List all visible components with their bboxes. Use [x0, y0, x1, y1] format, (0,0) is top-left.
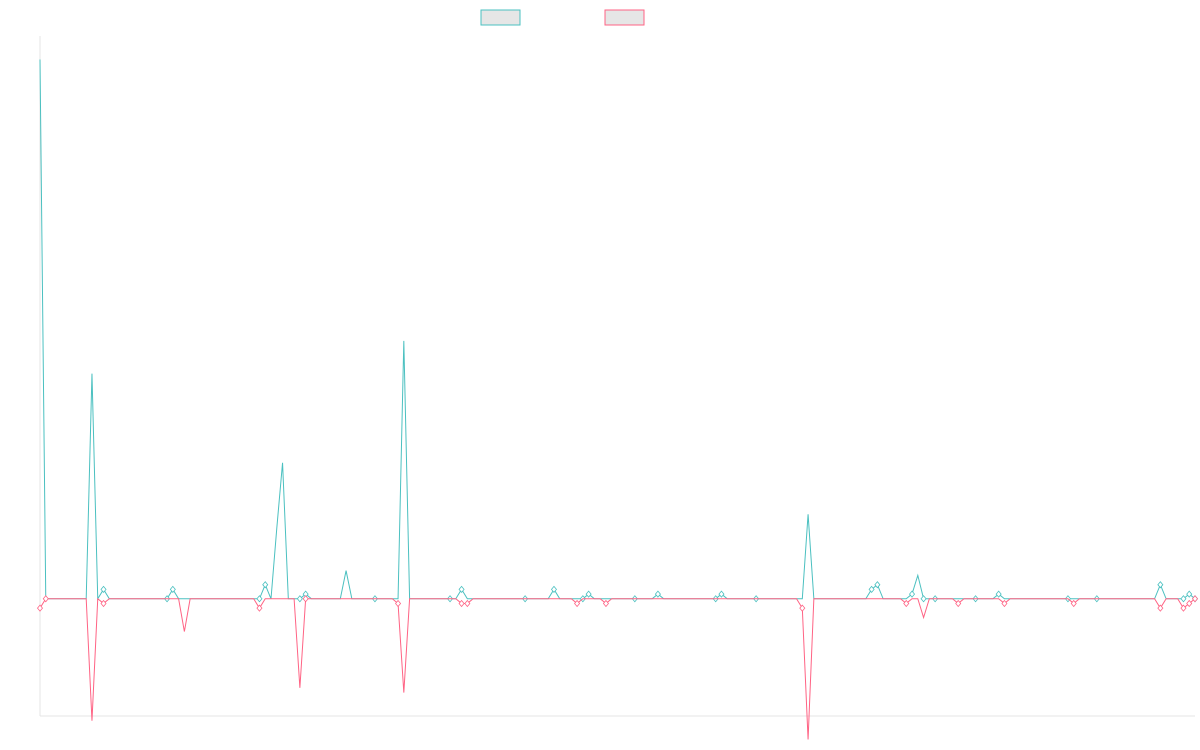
series-1-point-28	[874, 581, 881, 589]
series-1-point-16	[458, 585, 465, 594]
series-1-point-22	[654, 590, 661, 598]
series-layer	[36, 59, 1199, 740]
series-1-point-5	[169, 585, 176, 594]
legend	[480, 9, 645, 26]
series-2-point-21	[1070, 599, 1077, 608]
series-2-point-14	[602, 599, 609, 608]
series-2-point-22	[1157, 604, 1164, 612]
series-2-point-23	[1180, 604, 1187, 612]
series-line-2	[39, 597, 1196, 740]
series-2-point-17	[903, 599, 910, 608]
series-1-point-37	[1157, 581, 1164, 589]
series-1-point-24	[718, 590, 725, 598]
series-2-point-4	[100, 599, 107, 608]
series-2-point-25	[1191, 595, 1199, 603]
plot-axes	[39, 36, 1195, 717]
series-2-point-19	[955, 599, 962, 608]
series-2-point-20	[1001, 599, 1008, 608]
series-2-point-15	[799, 604, 806, 612]
series-1-point-10	[296, 595, 303, 603]
series-1-point-29	[909, 590, 916, 598]
series-1-point-7	[262, 581, 269, 589]
series-1-point-39	[1186, 590, 1193, 598]
series-2-point-11	[458, 599, 465, 608]
series-2-point-2	[42, 595, 49, 603]
series-1-point-20	[585, 590, 592, 598]
series-2-point-9	[395, 599, 402, 608]
series-1-point-38	[1180, 595, 1187, 603]
series-2-point-13	[574, 599, 581, 608]
series-1-point-6	[256, 595, 263, 603]
series-2-point-1	[36, 604, 44, 612]
series-2-point-12	[464, 599, 471, 608]
series-2-point-24	[1186, 599, 1193, 608]
series-2-point-6	[256, 604, 263, 612]
legend-swatch-1	[480, 9, 521, 26]
series-2-point-8	[302, 595, 309, 603]
series-1-point-27	[868, 585, 875, 594]
legend-swatch-2	[604, 9, 645, 26]
series-1-point-31	[920, 595, 927, 603]
series-1-point-3	[100, 585, 107, 594]
series-line-1	[39, 59, 1196, 601]
series-1-point-34	[995, 590, 1002, 598]
series-1-point-18	[550, 585, 557, 594]
